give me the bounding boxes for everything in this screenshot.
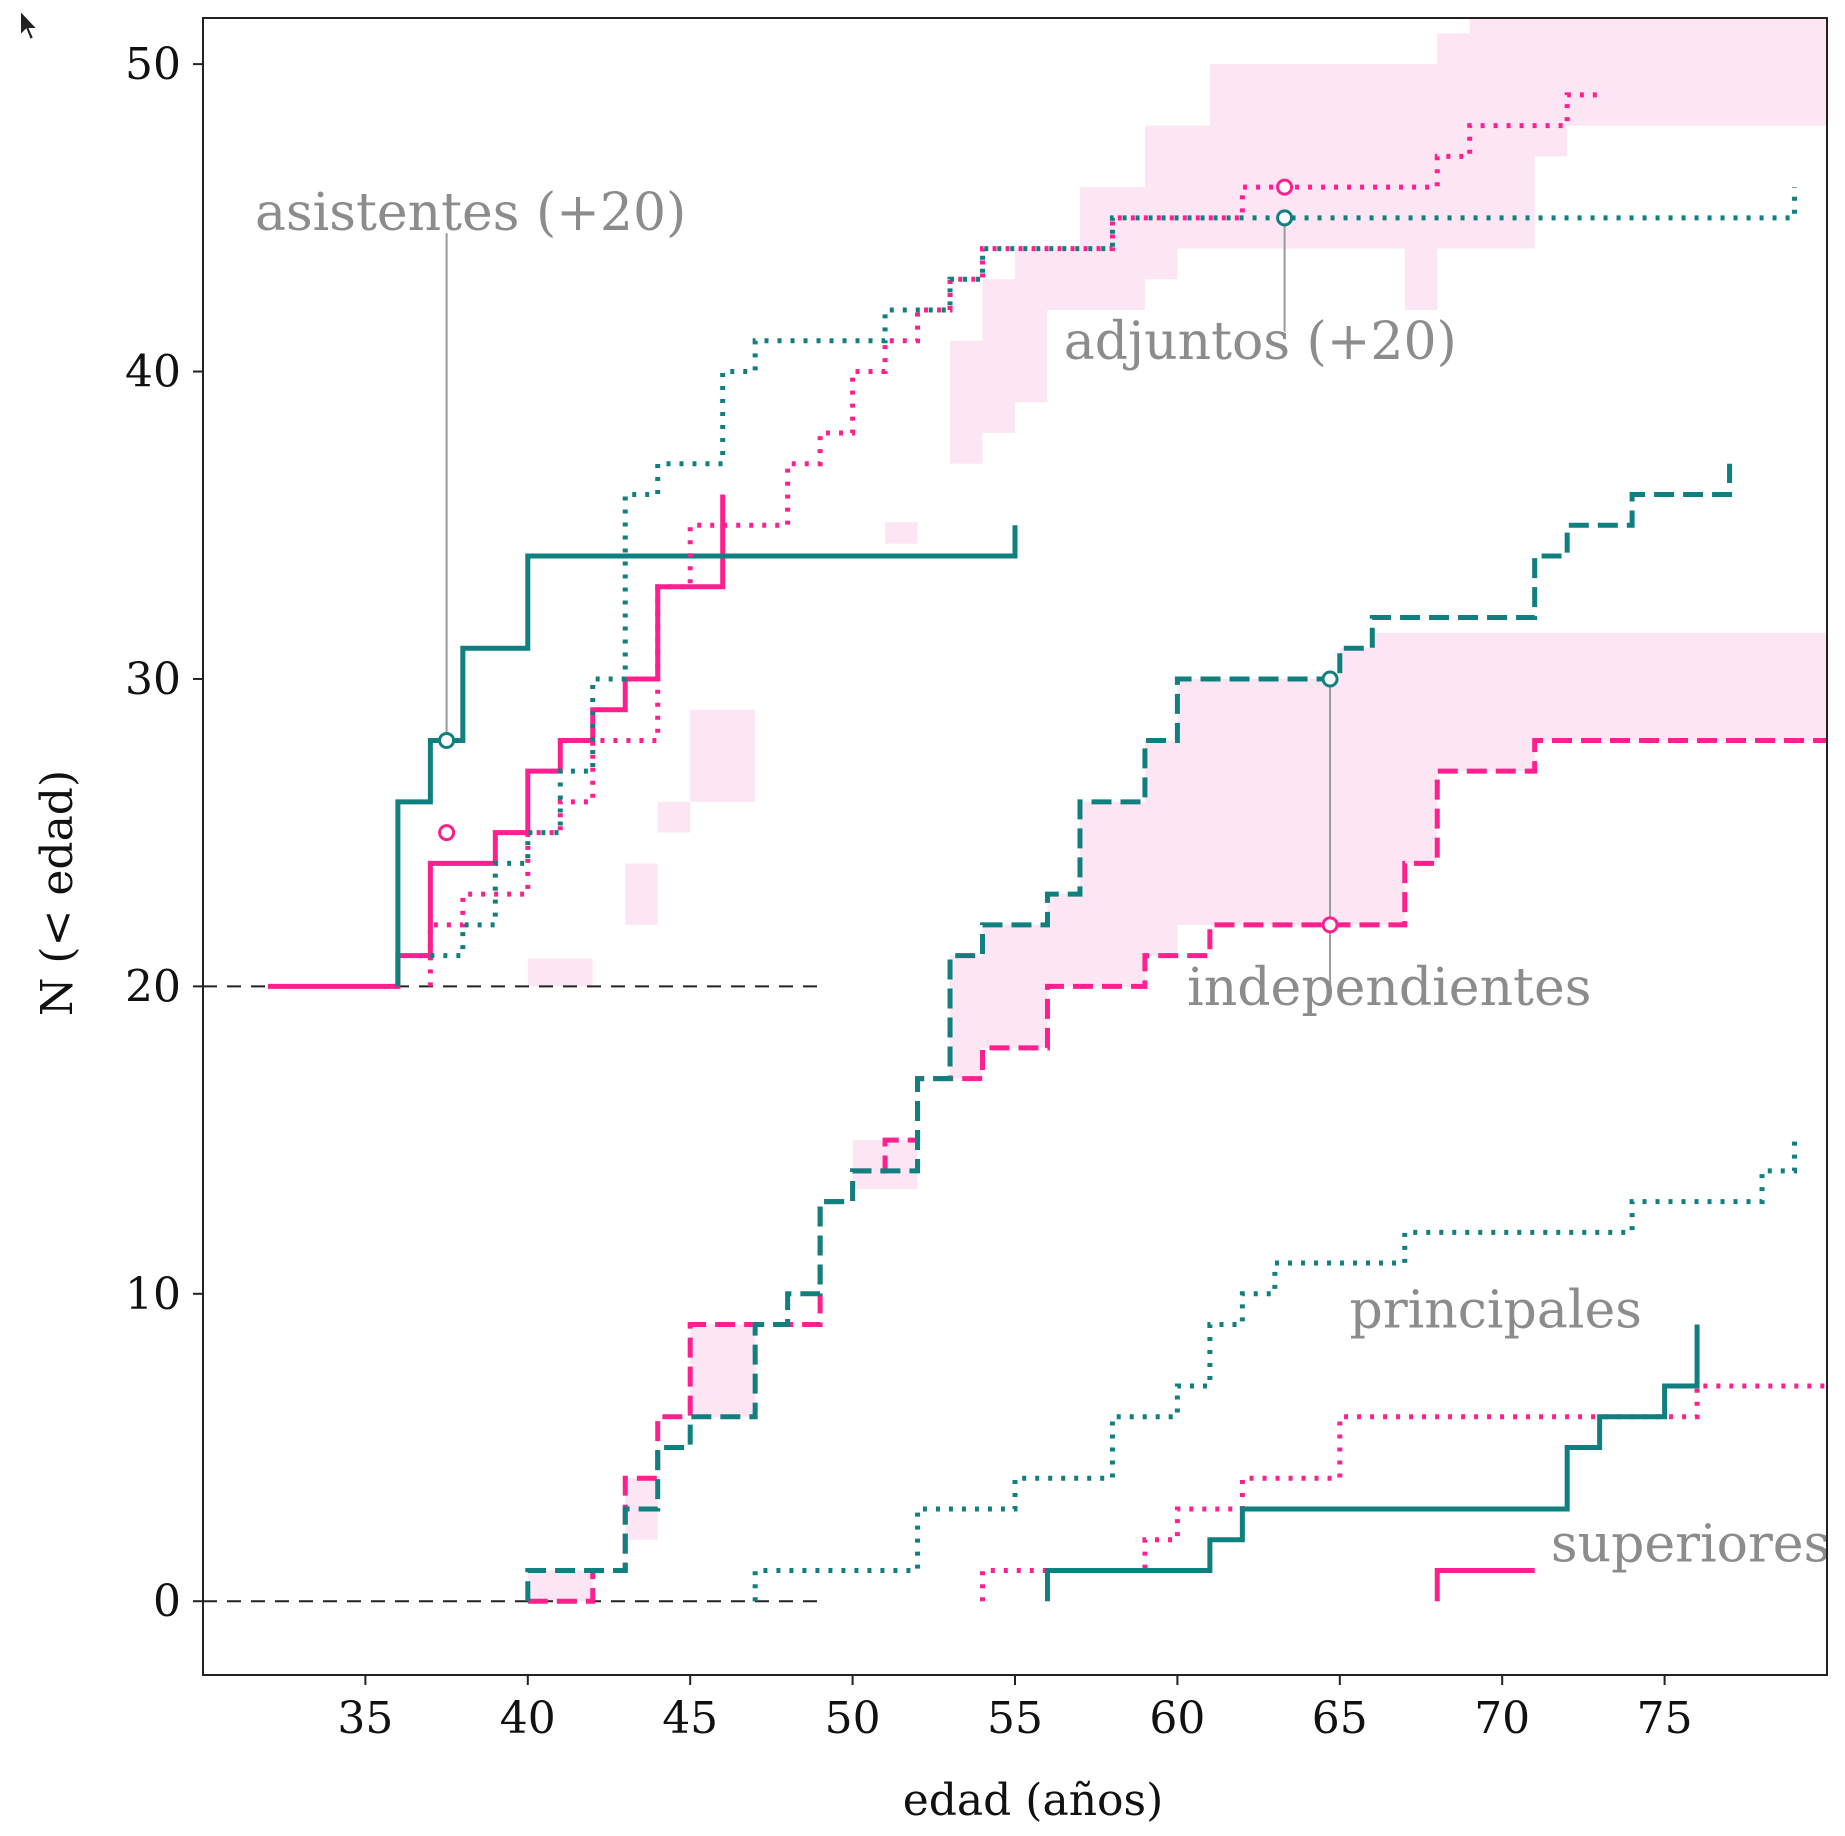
x-axis-label: edad (años) (903, 1775, 1164, 1826)
y-axis-ticks: 0 10 20 30 40 50 (125, 39, 203, 1627)
annotation-4: superiores (1551, 1514, 1830, 1574)
annotation-2: independientes (1187, 958, 1591, 1018)
x-tick-label-3: 50 (825, 1693, 881, 1744)
y-tick-label-5: 50 (125, 39, 181, 90)
y-tick-label-1: 10 (125, 1269, 181, 1320)
y-axis-label: N (< edad) (32, 770, 83, 1016)
annotation-1: adjuntos (+20) (1064, 312, 1457, 372)
y-tick-label-0: 0 (153, 1576, 181, 1627)
annotation-0: asistentes (+20) (255, 183, 686, 243)
difference-bands (527, 18, 1827, 1602)
x-axis-ticks: 35 40 45 50 55 60 65 70 75 (337, 1675, 1693, 1744)
series-markers (438, 178, 1339, 934)
point-marker-4 (1321, 670, 1339, 688)
band-8 (690, 1324, 756, 1417)
band-0 (527, 958, 593, 987)
mouse-pointer-icon (19, 8, 41, 42)
x-tick-label-6: 65 (1312, 1693, 1368, 1744)
x-tick-label-1: 40 (500, 1693, 556, 1744)
y-tick-label-2: 20 (125, 961, 181, 1012)
band-5 (950, 18, 1827, 464)
point-marker-3 (1276, 209, 1294, 227)
annotations: asistentes (+20) adjuntos (+20) independie… (255, 183, 1830, 1574)
legend-sample-line (1434, 1567, 1535, 1602)
series-lines (267, 92, 1827, 1604)
series-line-8 (1044, 1324, 1700, 1602)
x-tick-label-5: 60 (1149, 1693, 1205, 1744)
baselines (203, 985, 821, 1603)
y-tick-label-4: 40 (125, 347, 181, 398)
band-10 (950, 632, 1827, 1079)
leader-lines (445, 217, 1332, 987)
x-tick-label-2: 45 (662, 1693, 718, 1744)
series-line-5 (525, 463, 1733, 1602)
series-line-1 (395, 525, 1018, 987)
band-2 (657, 801, 691, 833)
x-tick-label-4: 55 (987, 1693, 1043, 1744)
band-6 (527, 1570, 593, 1602)
band-4 (885, 522, 918, 544)
y-tick-label-3: 30 (125, 654, 181, 705)
band-1 (625, 863, 658, 925)
x-tick-label-0: 35 (337, 1693, 393, 1744)
x-tick-label-8: 75 (1637, 1693, 1693, 1744)
point-marker-2 (1276, 178, 1294, 196)
point-marker-5 (1321, 916, 1339, 934)
band-3 (690, 709, 756, 802)
point-marker-0 (438, 731, 456, 749)
x-tick-label-7: 70 (1474, 1693, 1530, 1744)
annotation-3: principales (1350, 1281, 1642, 1341)
point-marker-1 (438, 824, 456, 842)
